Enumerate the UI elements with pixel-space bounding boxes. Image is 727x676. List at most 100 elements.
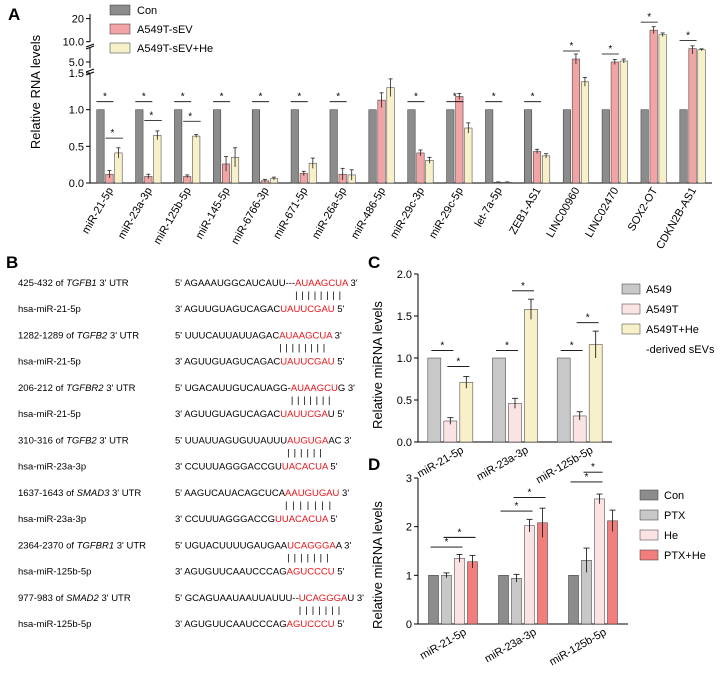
panelC-bar — [493, 358, 506, 442]
panel-b-utr-label: 3' UTR — [97, 436, 129, 447]
panel-b-seq-part: 5' GCAGUAAUAAUUAUUU-- — [175, 593, 299, 604]
chart-a-bar — [465, 128, 473, 183]
panel-b-target-sequence: 5' UGUACUUUUGAUGAAUCAGGGAA 3' — [175, 541, 351, 552]
panel-b-seed-match: AGUCCCU — [287, 619, 335, 630]
chart-a-category-label: miR-29c-5p — [427, 186, 466, 241]
panelD-bar — [512, 578, 522, 624]
panelD-sig-star: * — [585, 472, 589, 483]
chart-a-bar — [252, 110, 260, 183]
panel-b-target-sequence: 5' GCAGUAAUAAUUAUUU--UCAGGGAU 3' — [175, 593, 364, 604]
chart-a-bar — [698, 50, 706, 183]
panel-b-utr-label: 3' UTR — [114, 541, 146, 552]
panel-b-seq-part: 5' — [335, 304, 345, 315]
chart-a-tick-label: 20 — [72, 14, 84, 26]
chart-a-tick-label: 5.0 — [69, 57, 84, 69]
panelD-legend-label: PTX+He — [664, 550, 706, 562]
chart-a-sig-star: * — [336, 92, 340, 103]
chart-a-sig-star: * — [258, 92, 262, 103]
chart-a-legend-swatch — [110, 5, 130, 15]
chart-a-bar — [426, 160, 434, 183]
panel-b-seq-part: 3' CCUUUAGGGACCGU — [175, 462, 282, 473]
panelD-category-label: miR-21-5p — [418, 626, 468, 662]
panelC-sig-star: * — [521, 281, 525, 292]
chart-a-legend-swatch — [110, 24, 130, 34]
chart-a-bar — [485, 110, 493, 183]
chart-a-sig-star: * — [220, 92, 224, 103]
panel-b-site-position: 2364-2370 of — [18, 541, 77, 552]
panel-b-gene-name: SMAD2 — [66, 593, 99, 604]
chart-a-category-label: miR-125b-5p — [152, 186, 194, 247]
panelC-sig-star: * — [440, 340, 444, 351]
panelC-legend-label: -derived sEVs — [646, 344, 715, 356]
panel-b-seq-part: 5' — [335, 619, 345, 630]
panel-b-site-label: 425-432 of TGFB1 3' UTR — [18, 278, 129, 289]
panel-b-site-label: 2364-2370 of TGFBR1 3' UTR — [18, 541, 146, 552]
panelD-bar — [429, 575, 439, 624]
chart-a-category-label: miR-6766-3p — [229, 186, 271, 247]
chart-a-bar — [369, 110, 377, 183]
panel-b-gene-name: TGFB2 — [66, 436, 97, 447]
chart-a-ylabel: Relative RNA levels — [28, 34, 43, 149]
chart-a-sig-star: * — [647, 12, 651, 23]
panel-b-seq-part: 3' AGUUGUAGUCAGAC — [175, 304, 280, 315]
panelD-bar — [442, 575, 452, 624]
chart-a-category-label: LINC02470 — [583, 186, 621, 240]
panel-b-seq-part: 5' — [335, 567, 345, 578]
panelD-legend-swatch — [640, 510, 658, 520]
panel-b-mirna-name: hsa-miR-23a-3p — [18, 514, 86, 525]
panelC-bar — [460, 382, 473, 442]
panel-b-seed-match: UCAGGGA — [287, 541, 336, 552]
chart-a-bar — [378, 100, 386, 183]
panel-b-mirna-name: hsa-miR-125b-5p — [18, 619, 91, 630]
panelC-bar — [589, 345, 602, 442]
panel-b-seq-part: 5' UUUCAUUAUUAGAC — [175, 331, 279, 342]
chart-a-bar — [581, 82, 589, 183]
panel-b-site-position: 977-983 of — [18, 593, 66, 604]
chart-a-category-label: let-7a-5p — [473, 186, 505, 230]
panel-b-seq-part: 3' CCUUUAGGGACCG — [175, 514, 275, 525]
panel-b-pairing-bars: |||||||| — [295, 290, 345, 301]
chart-a-category-label: miR-145-5p — [194, 186, 233, 242]
panelC-sig-star: * — [586, 313, 590, 324]
panel-b-pairing-bars: ||||||| — [291, 395, 334, 406]
panel-b-seq-part: G 3' — [338, 383, 355, 394]
panelD-legend-label: He — [664, 530, 678, 542]
panel-b-seq-part: 5' AAGUCAUACAGCUCA — [175, 488, 286, 499]
panel-b-utr-label: 3' UTR — [104, 383, 136, 394]
chart-a-bar — [680, 110, 688, 183]
chart-a-legend-label: Con — [137, 5, 157, 17]
panelC-legend-swatch — [622, 284, 640, 294]
chart-a-category-label: miR-29c-3p — [388, 186, 427, 241]
panel-b-seed-match: AUAAGCUA — [279, 331, 333, 342]
panel-b-mirna-sequence: 3' CCUUUAGGGACCGUUACACUA 5' — [175, 514, 338, 525]
panelD-sig-star: * — [528, 487, 532, 498]
chart-a-bar — [641, 110, 649, 183]
panel-b-mirna-name: hsa-miR-21-5p — [18, 304, 81, 315]
panel-b-site-label: 206-212 of TGFBR2 3' UTR — [18, 383, 136, 394]
chart-a-tick-label: 1.0 — [69, 105, 84, 117]
panel-b-seq-part: AC 3' — [328, 436, 351, 447]
chart-a-sig-star: * — [414, 92, 418, 103]
panel-b-seq-part: 3' AGUGUUCAAUCCCAG — [175, 567, 287, 578]
chart-a-bar — [524, 110, 532, 183]
chart-a-bar — [602, 110, 610, 183]
panelD-tick-label: 3 — [406, 473, 412, 485]
panelC-sig-star: * — [570, 340, 574, 351]
panel-b-site-label: 1282-1289 of TGFB2 3' UTR — [18, 331, 139, 342]
chart-a-sig-star: * — [297, 92, 301, 103]
panelC-bar — [428, 358, 441, 442]
panel-b-site-label: 977-983 of SMAD2 3' UTR — [18, 593, 131, 604]
panel-b-seed-match: AUAAGCUA — [295, 278, 349, 289]
chart-a-bar — [136, 110, 144, 183]
panelC-bar — [557, 358, 570, 442]
chart-a-sig-star: * — [149, 111, 153, 122]
panel-b-pairing-bars: ||||||| — [299, 605, 345, 616]
panel-label-b: B — [6, 253, 18, 272]
chart-a-bar — [417, 153, 425, 183]
chart-a-sig-star: * — [103, 92, 107, 103]
chart-a-bar — [542, 156, 550, 183]
panel-b-gene-name: TGFB1 — [66, 278, 97, 289]
panelC-tick-label: 2.0 — [397, 269, 412, 281]
panel-label-a: A — [8, 5, 20, 24]
panelD-legend-swatch — [640, 530, 658, 540]
